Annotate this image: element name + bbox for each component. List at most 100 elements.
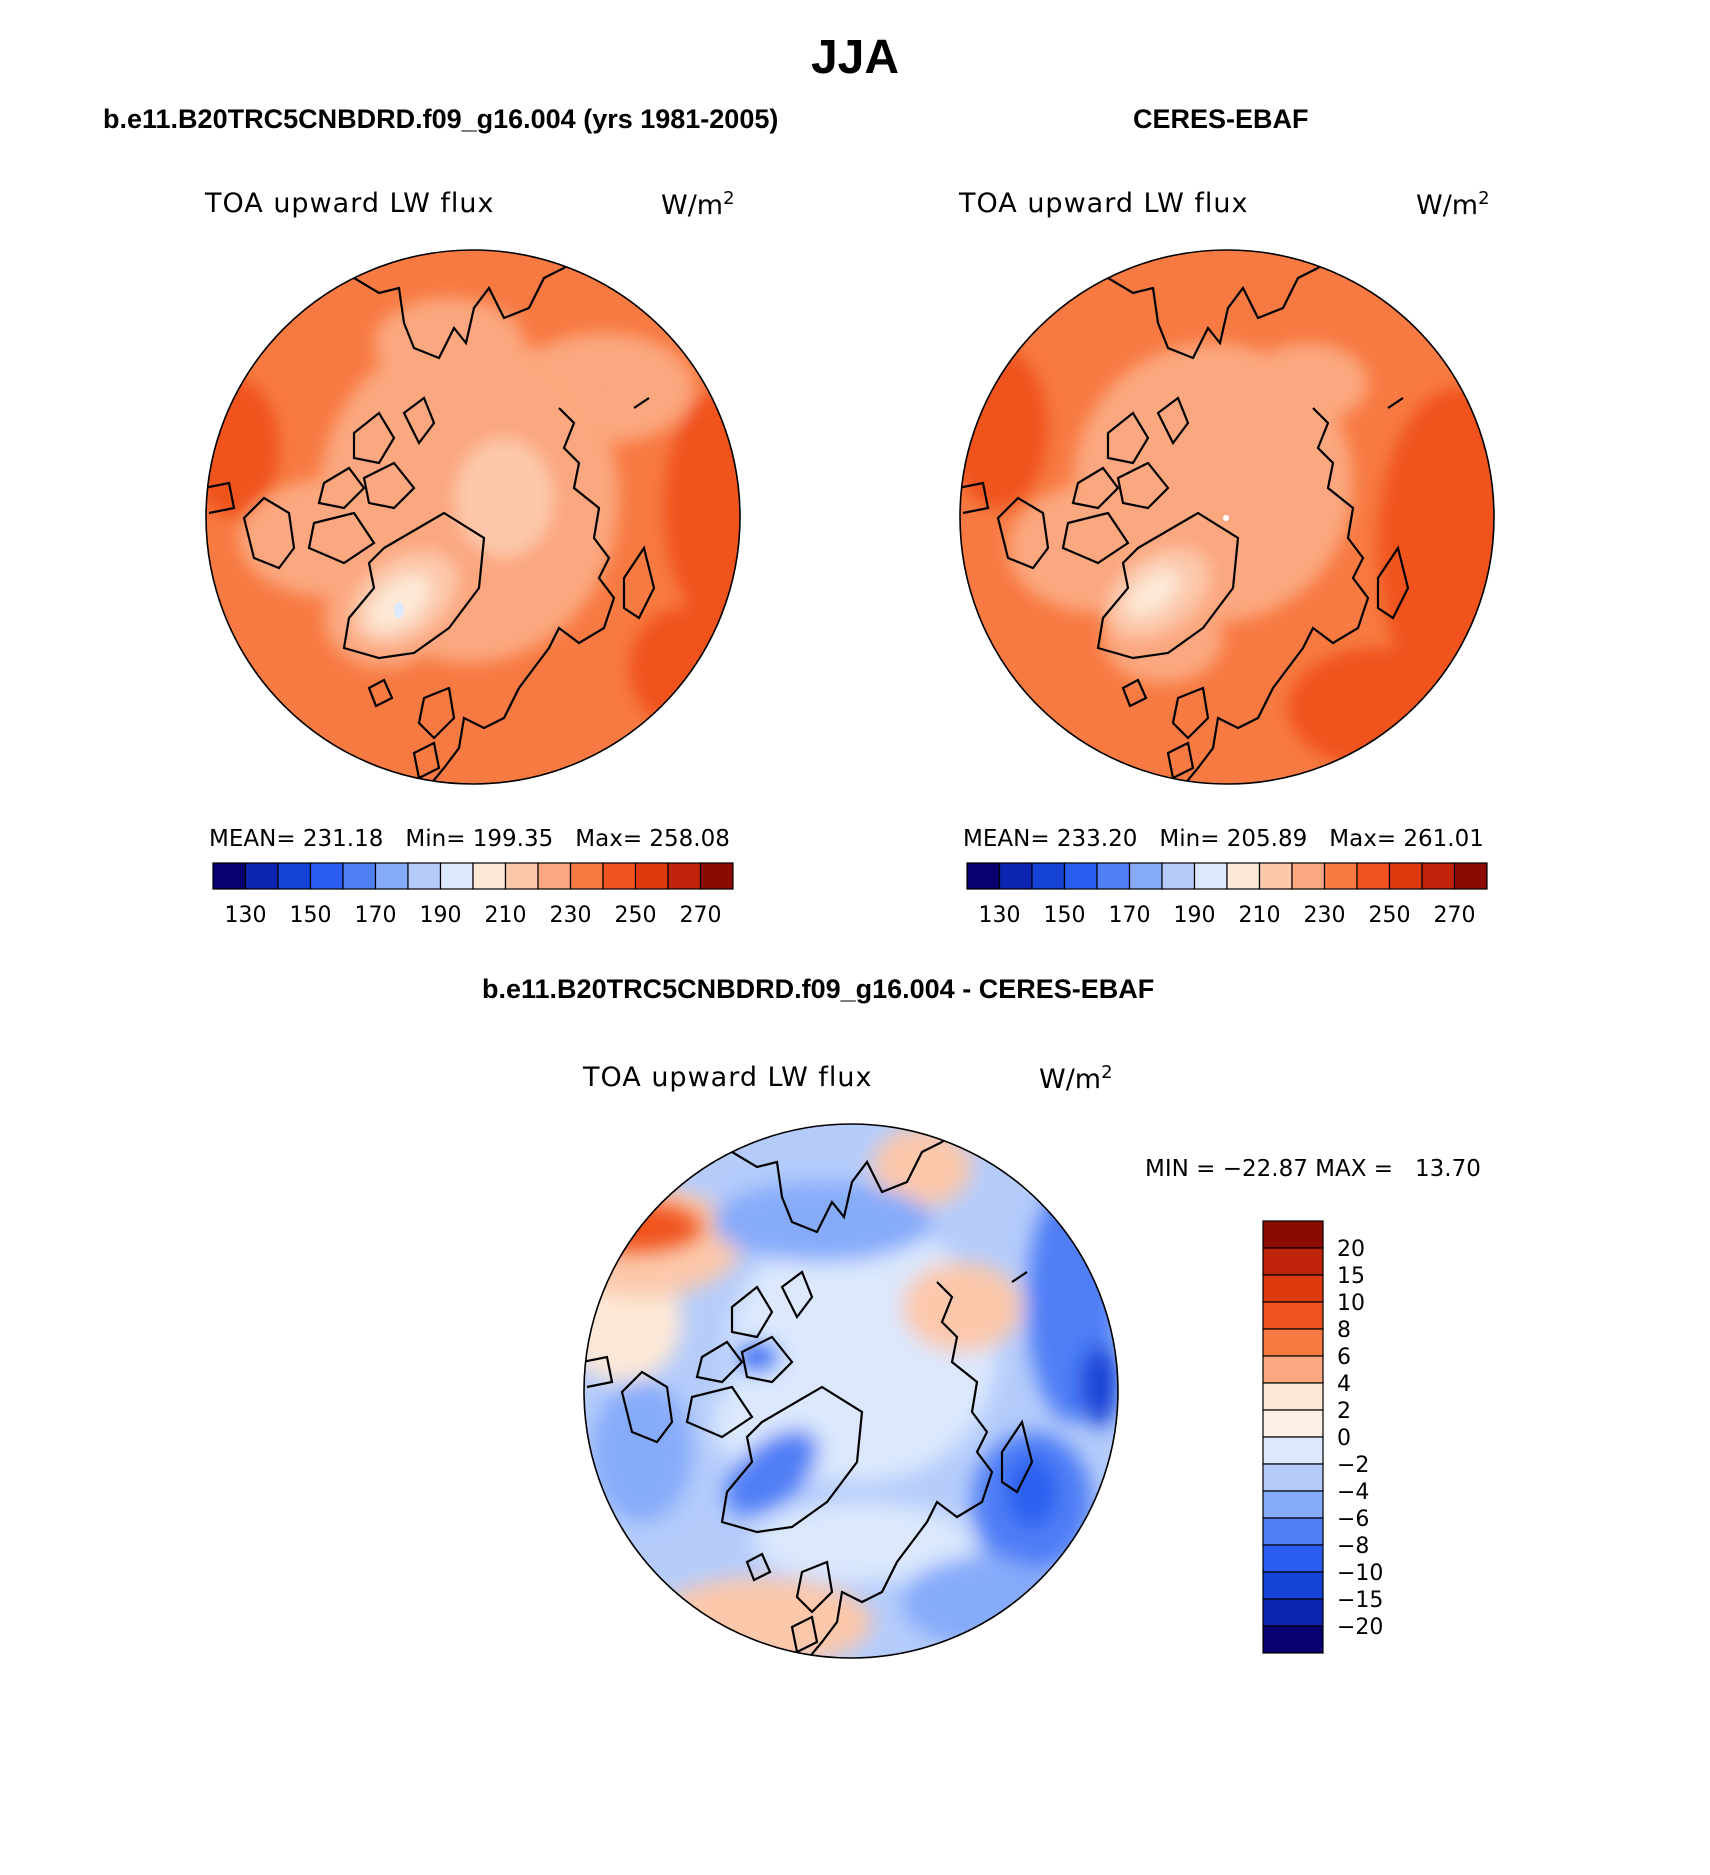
panel2-colorbar-box bbox=[1226, 862, 1261, 890]
panel3-coastline bbox=[685, 1385, 754, 1439]
panel2-colorbar-box bbox=[1356, 862, 1391, 890]
panel1-map bbox=[205, 249, 741, 785]
panel3-colorbar-tick-label: 4 bbox=[1337, 1372, 1351, 1397]
panel3-colorbar-box bbox=[1262, 1598, 1324, 1627]
panel2-max: Max= 261.01 bbox=[1329, 826, 1484, 852]
panel3-colorbar-box bbox=[1262, 1517, 1324, 1546]
panel3-coastline bbox=[806, 1281, 994, 1658]
panel2-stats: MEAN= 233.20 Min= 205.89 Max= 261.01 bbox=[963, 826, 1484, 852]
panel1-colorbar-tick-label: 250 bbox=[615, 903, 657, 928]
panel3-coastline bbox=[620, 1370, 674, 1444]
panel1-colorbar-box bbox=[212, 862, 247, 890]
panel2-colorbar-box bbox=[1193, 862, 1228, 890]
panel3-colorbar-box bbox=[1262, 1328, 1324, 1357]
panel1-colorbar-box bbox=[309, 862, 344, 890]
panel3-coastline bbox=[1011, 1271, 1028, 1283]
panel2-coastline bbox=[1121, 678, 1148, 708]
panel3-colorbar-box bbox=[1262, 1625, 1324, 1654]
panel2-colorbar-box bbox=[1453, 862, 1488, 890]
panel1-field-patch bbox=[374, 298, 524, 388]
panel3-coastlines bbox=[584, 1124, 1034, 1658]
panel2-map-border bbox=[959, 249, 1495, 785]
panel1-colorbar-box bbox=[244, 862, 279, 890]
panel2-colorbar-box bbox=[1258, 862, 1293, 890]
panel1-mean: MEAN= 231.18 bbox=[209, 826, 384, 852]
panel1-coastline bbox=[317, 466, 366, 510]
panel3-colorbar-box bbox=[1262, 1301, 1324, 1330]
panel2-colorbar-box bbox=[966, 862, 1001, 890]
figure-title: JJA bbox=[810, 31, 900, 84]
panel2-field-patch bbox=[1223, 515, 1229, 521]
panel3-colorbar-box bbox=[1262, 1274, 1324, 1303]
panel1-coastline bbox=[412, 741, 441, 780]
panel1-coastline bbox=[206, 481, 236, 515]
panel3-title: b.e11.B20TRC5CNBDRD.f09_g16.004 - CERES-… bbox=[482, 974, 1155, 1004]
panel3-field-patch bbox=[1082, 1347, 1118, 1427]
panel3-colorbar-tick-label: 2 bbox=[1337, 1399, 1351, 1424]
panel2-colorbar-tick-label: 130 bbox=[979, 903, 1021, 928]
panel1-colorbar-tick-label: 130 bbox=[225, 903, 267, 928]
panel3-coastline bbox=[1000, 1419, 1034, 1494]
panel3-coastline bbox=[730, 1285, 774, 1339]
panel2-coastline bbox=[1376, 545, 1410, 620]
panel1-colorbar-box bbox=[439, 862, 474, 890]
panel1-colorbar-box bbox=[699, 862, 734, 890]
panel1-title: b.e11.B20TRC5CNBDRD.f09_g16.004 (yrs 198… bbox=[103, 104, 779, 134]
panel1-colorbar-tick-label: 230 bbox=[550, 903, 592, 928]
panel3-colorbar-tick-label: −8 bbox=[1337, 1534, 1369, 1559]
panel1-colorbar-box bbox=[472, 862, 507, 890]
panel3-colorbar-box bbox=[1262, 1220, 1324, 1249]
panel1-colorbar-box bbox=[569, 862, 604, 890]
panel3-field-patch bbox=[902, 1262, 1022, 1352]
panel3-coastline bbox=[745, 1552, 772, 1582]
panel1-stats: MEAN= 231.18 Min= 199.35 Max= 258.08 bbox=[209, 826, 730, 852]
panel2-coastlines bbox=[960, 250, 1410, 784]
panel2-coastline bbox=[1166, 741, 1195, 780]
panel1-field-patch bbox=[664, 388, 740, 628]
panel2-colorbar-box bbox=[1063, 862, 1098, 890]
panel1-coastline bbox=[342, 250, 585, 360]
panel1-colorbar: 130 150 170 190 210 230 250 270 bbox=[212, 862, 734, 928]
panel3-coastline bbox=[720, 1385, 864, 1534]
panel2-colorbar-tick-label: 210 bbox=[1239, 903, 1281, 928]
panel1-coastline bbox=[352, 411, 396, 465]
panel2-colorbar-tick-label: 150 bbox=[1044, 903, 1086, 928]
panel3-coastline bbox=[790, 1615, 819, 1654]
panel3-colorbar-tick-label: 15 bbox=[1337, 1264, 1365, 1289]
panel3-field-patch bbox=[725, 1429, 819, 1515]
panel3-colorbar-tick-label: −2 bbox=[1337, 1453, 1369, 1478]
panel3-colorbar-tick-label: −10 bbox=[1337, 1561, 1383, 1586]
panel2-colorbar-box bbox=[1323, 862, 1358, 890]
panel1-colorbar-tick-label: 190 bbox=[420, 903, 462, 928]
panel2-coastline bbox=[1171, 686, 1210, 740]
panel3-colorbar-tick-label: 20 bbox=[1337, 1237, 1365, 1262]
panel2-coastline bbox=[1116, 461, 1170, 510]
panel2-field-patch bbox=[1288, 648, 1468, 768]
panel2-coastline bbox=[1106, 411, 1150, 465]
panel2-coastline bbox=[1096, 250, 1339, 360]
panel3-coastline bbox=[720, 1124, 963, 1234]
panel2-colorbar-box bbox=[1421, 862, 1456, 890]
panel1-coastline bbox=[402, 396, 436, 446]
panel1-colorbar-box bbox=[602, 862, 637, 890]
panel1-coastline bbox=[428, 407, 616, 784]
panel1-colorbar-tick-label: 170 bbox=[355, 903, 397, 928]
panel1-min: Min= 199.35 bbox=[405, 826, 554, 852]
panel3-field-patch bbox=[737, 1345, 777, 1369]
panel3-field-patch bbox=[752, 1502, 972, 1582]
panel1-colorbar-box bbox=[342, 862, 377, 890]
panel2-colorbar-box bbox=[1161, 862, 1196, 890]
panel3-field-patch bbox=[592, 1382, 692, 1522]
panel1-field-patch bbox=[394, 602, 404, 618]
panel2-coastline bbox=[1156, 396, 1190, 446]
panel3-colorbar-tick-label: −4 bbox=[1337, 1480, 1369, 1505]
panel2-units: W/m2 bbox=[1416, 188, 1490, 221]
panel3-colorbar-tick-label: 8 bbox=[1337, 1318, 1351, 1343]
panel1-max: Max= 258.08 bbox=[575, 826, 730, 852]
panel3-colorbar-box bbox=[1262, 1409, 1324, 1438]
panel3-units: W/m2 bbox=[1039, 1062, 1113, 1095]
panel2-colorbar-tick-label: 270 bbox=[1434, 903, 1476, 928]
panel3-colorbar-box bbox=[1262, 1571, 1324, 1600]
panel1-colorbar-tick-label: 150 bbox=[290, 903, 332, 928]
panel1-field-patch bbox=[454, 438, 554, 558]
